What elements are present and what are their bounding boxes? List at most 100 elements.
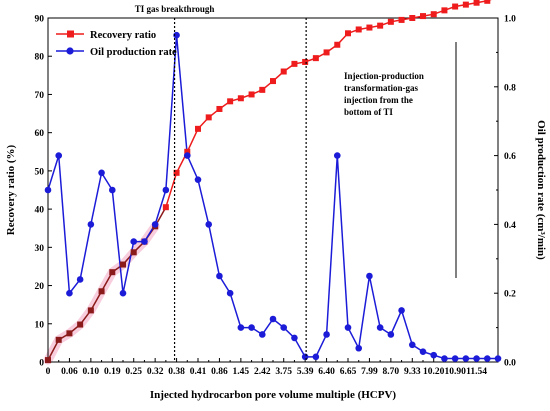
x-tick-label: 0.06 (61, 367, 78, 377)
oil-production-rate-point (301, 353, 309, 361)
y-right-tick-label: 1.0 (504, 15, 516, 25)
x-tick-label: 0.19 (104, 367, 121, 377)
oil-production-rate-point (194, 176, 202, 183)
recovery-ratio-point (452, 3, 459, 10)
recovery-ratio-point (87, 307, 94, 314)
recovery-ratio-point (312, 55, 319, 62)
y-right-tick-label: 0.8 (504, 83, 516, 93)
injection-annotation-line: transformation-gas (344, 83, 418, 93)
y-left-tick-label: 0 (39, 359, 44, 369)
x-tick-label: 3.75 (275, 367, 292, 377)
x-tick-label: 0.32 (147, 367, 164, 377)
x-axis-title: Injected hydrocarbon pore volume multipl… (150, 389, 396, 401)
x-tick-label: 9.33 (404, 367, 421, 377)
y-left-tick-label: 50 (35, 167, 45, 177)
recovery-ratio-point (205, 114, 212, 121)
recovery-ratio-point (162, 204, 169, 211)
oil-production-rate-point (76, 276, 84, 283)
oil-production-rate-point (205, 221, 213, 228)
x-tick-label: 6.65 (340, 367, 357, 377)
recovery-ratio-point (409, 15, 416, 21)
recovery-ratio-point (98, 288, 105, 295)
recovery-ratio-point (484, 0, 491, 4)
recovery-ratio-point (130, 249, 137, 256)
oil-production-rate-point (291, 334, 298, 342)
x-tick-label: 0.25 (125, 367, 142, 377)
recovery-ratio-point (441, 7, 448, 14)
recovery-ratio-point (195, 125, 201, 132)
y-left-tick-label: 20 (35, 282, 45, 292)
recovery-ratio-point (323, 49, 330, 56)
recovery-ratio-point (345, 30, 351, 37)
recovery-ratio-point (387, 18, 394, 25)
oil-production-rate-point (408, 341, 416, 349)
oil-production-rate-point (451, 355, 459, 362)
oil-production-rate-point (130, 238, 138, 245)
legend-recovery-label: Recovery ratio (90, 30, 156, 41)
oil-production-rate-point (216, 272, 223, 280)
recovery-ratio-point (377, 22, 384, 29)
recovery-ratio-point (420, 13, 426, 20)
x-tick-label: 6.40 (318, 367, 335, 377)
oil-production-rate-point (108, 186, 116, 194)
y-right-tick-label: 0.6 (504, 152, 516, 162)
oil-production-rate-point (333, 152, 341, 159)
oil-production-rate-point (226, 289, 234, 297)
recovery-ratio-point (120, 261, 126, 268)
legend: Recovery ratio Oil production rate (56, 30, 177, 58)
recovery-ratio-point (248, 91, 255, 98)
oil-production-rate-point (355, 344, 363, 352)
recovery-ratio-point (259, 86, 266, 93)
y-right-axis-title: Oil production rate (cm³/min) (535, 120, 547, 260)
injection-annotation-line: Injection-production (344, 71, 424, 81)
recovery-ratio-point (280, 68, 287, 75)
oil-production-rate-point (183, 152, 191, 159)
x-tick-label: 8.70 (383, 367, 400, 377)
recovery-ratio-point (462, 1, 469, 8)
recovery-ratio-point (270, 78, 276, 85)
legend-oil-marker (66, 47, 74, 55)
y-right-tick-label: 0.4 (504, 221, 516, 231)
series-layer (44, 0, 502, 364)
recovery-ratio-point (355, 26, 362, 33)
axis-ticks: 0 10 20 30 40 50 60 70 80 90 0.0 0.2 0.4 0.6 0.8 1.0 0 0.… (5, 15, 547, 402)
oil-production-rate-point (237, 324, 245, 331)
oil-production-rate-point (258, 331, 266, 338)
y-left-tick-label: 40 (35, 206, 45, 216)
recovery-ratio-point (334, 41, 341, 48)
x-tick-label: 10.90 (444, 367, 466, 377)
x-tick-label: 10.20 (423, 367, 445, 377)
y-left-tick-label: 10 (35, 320, 45, 330)
recovery-ratio-point (77, 321, 84, 328)
annotations: TI gas breakthrough Injection-production t… (135, 4, 457, 362)
recovery-ratio-point (473, 0, 480, 6)
oil-production-rate-point (441, 355, 448, 362)
oil-production-rate-point (398, 307, 405, 314)
oil-production-rate-point (376, 324, 384, 331)
recovery-ratio-point (55, 336, 62, 343)
recovery-ratio-point (302, 58, 309, 65)
oil-production-rate-point (151, 221, 159, 228)
oil-production-rate-point (119, 289, 127, 297)
x-tick-label: 0 (46, 367, 51, 377)
x-tick-label: 0.38 (168, 367, 185, 377)
oil-production-rate-point (312, 353, 320, 361)
oil-production-rate-point (323, 331, 330, 338)
oil-production-rate-point (173, 31, 180, 39)
x-tick-label: 5.39 (297, 367, 314, 377)
recovery-ratio-point (45, 357, 51, 364)
y-left-tick-label: 30 (35, 244, 45, 254)
oil-production-rate-point (44, 186, 52, 194)
y-left-tick-label: 70 (35, 91, 45, 101)
recovery-ratio-point (109, 269, 116, 276)
y-left-tick-label: 80 (35, 53, 45, 63)
x-tick-label: 0.10 (83, 367, 100, 377)
oil-production-rate-point (269, 315, 277, 323)
oil-production-rate-point (387, 331, 395, 338)
oil-production-rate-point (430, 351, 438, 359)
y-right-tick-label: 0.0 (504, 359, 516, 369)
y-left-axis-title: Recovery ratio (%) (5, 144, 17, 235)
oil-production-rate-point (162, 186, 170, 194)
legend-oil-label: Oil production rate (90, 47, 177, 58)
